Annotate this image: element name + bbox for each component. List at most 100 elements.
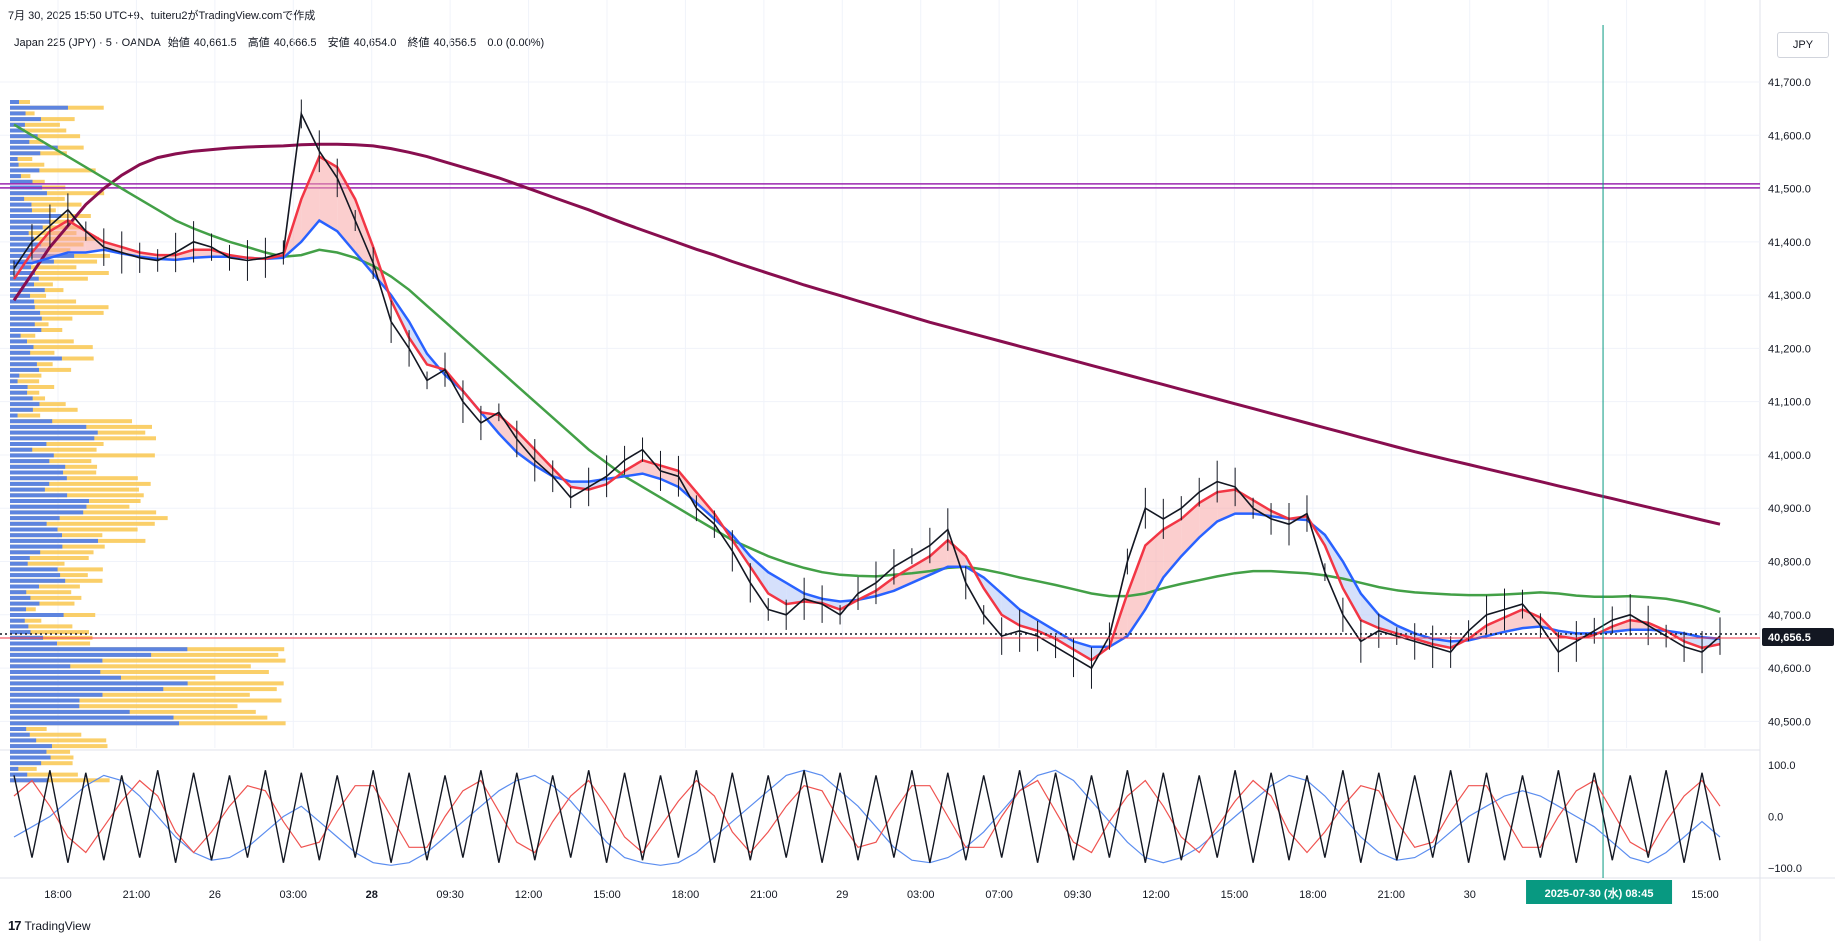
- price-tick-label: 40,800.0: [1768, 557, 1811, 569]
- price-tick-label: 41,700.0: [1768, 77, 1811, 89]
- volume-profile-bar: [10, 533, 63, 538]
- volume-profile-bar: [10, 499, 89, 503]
- volume-profile-bar: [10, 721, 180, 726]
- volume-profile-bar: [10, 139, 30, 144]
- volume-profile-bar: [10, 641, 57, 646]
- volume-profile-bar: [10, 630, 31, 635]
- ema-band-fill: [678, 470, 697, 503]
- volume-profile-bar: [10, 744, 52, 749]
- ema-band-fill: [1217, 489, 1236, 522]
- volume-profile-bar: [10, 715, 174, 720]
- volume-profile-bar: [10, 402, 40, 407]
- ema-band-fill: [1055, 630, 1074, 650]
- volume-profile-bar: [10, 481, 151, 486]
- close-value: 40,656.5: [433, 37, 477, 49]
- volume-profile-bar: [10, 744, 108, 749]
- ema-band-fill: [409, 321, 428, 365]
- price-tick-label: 41,300.0: [1768, 290, 1811, 302]
- volume-profile-bar: [10, 709, 130, 714]
- volume-profile-bar: [10, 704, 80, 709]
- price-tick-label: 41,500.0: [1768, 184, 1811, 196]
- volume-profile-bar: [10, 436, 95, 441]
- volume-profile-bar: [10, 310, 104, 315]
- volume-profile-bar: [10, 100, 30, 104]
- ema-band-fill: [1486, 617, 1505, 637]
- volume-profile-bar: [10, 738, 37, 743]
- volume-profile-bar: [10, 265, 77, 270]
- price-tick-label: 41,200.0: [1768, 343, 1811, 355]
- volume-profile-bar: [10, 208, 56, 213]
- ema-band-fill: [301, 156, 320, 242]
- ema-band-fill: [319, 156, 338, 232]
- volume-profile-bar: [10, 145, 58, 150]
- volume-profile-bar: [10, 510, 84, 515]
- ema-mid-line: [14, 218, 1721, 649]
- time-tick-label: 18:00: [1299, 889, 1327, 901]
- symbol-name[interactable]: Japan 225 (JPY) · 5 · OANDA: [14, 37, 161, 49]
- ema-band-fill: [498, 414, 517, 453]
- volume-profile-bar: [10, 385, 28, 389]
- currency-button[interactable]: JPY: [1777, 32, 1829, 58]
- ema-band-fill: [1235, 489, 1254, 514]
- time-tick-label: 09:30: [1064, 889, 1092, 901]
- ema-band-fill: [1342, 561, 1361, 621]
- volume-profile-bar: [10, 225, 83, 230]
- brand[interactable]: 17 TradingView: [8, 918, 91, 933]
- volume-profile-bar: [10, 419, 133, 424]
- change-value: 0.0 (0.00%): [487, 37, 545, 49]
- volume-profile-bar: [10, 385, 55, 389]
- time-tick-label: 12:00: [515, 889, 543, 901]
- volume-profile-bar: [10, 322, 35, 327]
- price-tick-label: 41,000.0: [1768, 450, 1811, 462]
- close-label: 終値: [407, 37, 430, 49]
- price-line: [13, 111, 1721, 670]
- volume-profile-bar: [10, 561, 65, 566]
- oscillator-tick-label: −100.0: [1768, 863, 1802, 875]
- time-tick-label: 15:00: [1221, 889, 1249, 901]
- ema-band-fill: [750, 556, 769, 594]
- volume-profile-bar: [10, 595, 82, 600]
- volume-profile-bar: [10, 282, 35, 287]
- volume-profile-bar: [10, 550, 41, 555]
- volume-profile-bar: [10, 407, 33, 412]
- volume-profile-bar: [10, 521, 155, 526]
- volume-profile-bar: [10, 162, 19, 167]
- volume-profile-bar: [10, 231, 29, 236]
- volume-profile-bar: [10, 339, 28, 344]
- ema-band-fill: [1019, 609, 1038, 631]
- volume-profile-bar: [10, 692, 250, 697]
- volume-profile-bar: [10, 487, 45, 492]
- volume-profile-bar: [10, 595, 31, 600]
- volume-profile-bar: [10, 704, 238, 709]
- volume-profile-bar: [10, 727, 47, 731]
- time-tick-label: 21:00: [750, 889, 778, 901]
- volume-profile-bar: [10, 567, 58, 572]
- volume-profile-bar: [10, 248, 47, 253]
- volume-profile-bar: [10, 134, 38, 139]
- volume-profile-bar: [10, 157, 18, 161]
- volume-profile-bar: [10, 624, 73, 629]
- volume-profile-bar: [10, 442, 104, 446]
- volume-profile-bar: [10, 761, 73, 766]
- volume-profile-bar: [10, 191, 47, 196]
- volume-profile-bar: [10, 442, 47, 446]
- ema-band-fill: [534, 449, 553, 477]
- volume-profile-bar: [10, 196, 25, 201]
- volume-profile-bar: [10, 196, 65, 201]
- volume-profile-bar: [10, 305, 35, 310]
- volume-profile-bar: [10, 373, 42, 378]
- time-tick-label: 03:00: [280, 889, 308, 901]
- volume-profile-bar: [10, 727, 27, 731]
- time-tick-label: 18:00: [672, 889, 700, 901]
- volume-profile-bar: [10, 373, 20, 378]
- volume-profile-bar: [10, 214, 62, 218]
- volume-profile-bar: [10, 561, 28, 566]
- volume-profile-bar: [10, 447, 97, 452]
- volume-profile-bar: [10, 413, 41, 418]
- ema-band-fill: [355, 199, 374, 274]
- volume-profile-bar: [10, 766, 19, 771]
- volume-profile-bar: [10, 544, 63, 549]
- ema-band-fill: [1145, 529, 1164, 610]
- ema-band-fill: [67, 220, 86, 253]
